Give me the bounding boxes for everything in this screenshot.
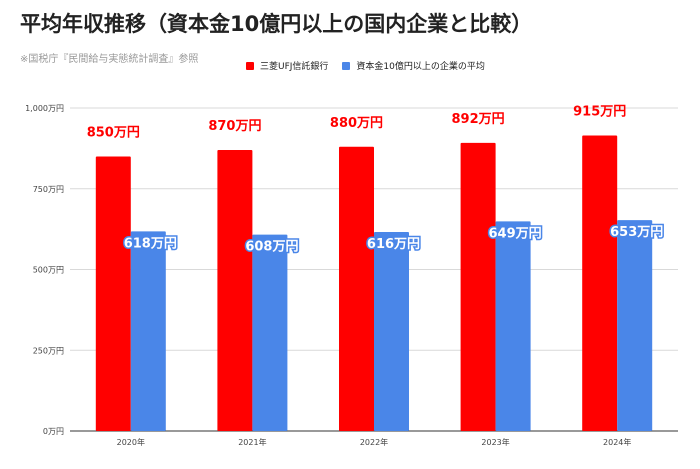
bar-series-2	[374, 232, 409, 431]
x-tick-label: 2023年	[481, 437, 509, 447]
x-tick-label: 2024年	[603, 437, 631, 447]
bar-series-2	[617, 220, 653, 431]
y-tick-label: 250万円	[33, 346, 64, 355]
bar-series-1	[339, 146, 374, 431]
y-tick-label: 500万円	[33, 266, 64, 275]
data-label-series-1: 915万円	[573, 104, 626, 119]
legend-swatch-series-1	[246, 61, 254, 70]
legend-item-series-1: 三菱UFJ信託銀行	[246, 59, 328, 72]
data-label-series-2: 608万円	[245, 240, 298, 255]
legend-label-series-1: 三菱UFJ信託銀行	[260, 62, 329, 72]
chart-title: 平均年収推移（資本金10億円以上の国内企業と比較）	[20, 12, 533, 36]
x-tick-label: 2021年	[238, 437, 266, 447]
data-label-series-2: 616万円	[367, 237, 420, 252]
bar-series-2	[495, 221, 531, 431]
bar-series-2	[252, 234, 288, 431]
data-label-series-2: 618万円	[124, 236, 177, 251]
legend: 三菱UFJ信託銀行 資本金10億円以上の企業の平均	[246, 59, 499, 72]
data-label-series-1: 892万円	[452, 112, 505, 127]
bar-series-1	[217, 149, 253, 432]
x-tick-label: 2020年	[117, 437, 145, 447]
data-label-series-1: 850万円	[87, 125, 140, 140]
x-tick-label: 2022年	[360, 437, 388, 447]
source-note: ※国税庁『民間給与実態統計調査』参照	[20, 54, 199, 65]
bar-series-2	[130, 231, 166, 431]
data-label-series-1: 870万円	[208, 119, 261, 134]
data-label-series-2: 653万円	[610, 225, 663, 240]
bar-series-1	[460, 142, 496, 431]
bar-series-1	[582, 135, 618, 431]
bar-series-1	[95, 156, 131, 431]
y-tick-label: 0万円	[43, 427, 64, 436]
legend-swatch-series-2	[342, 61, 351, 70]
y-tick-label: 750万円	[33, 185, 64, 194]
legend-item-series-2: 資本金10億円以上の企業の平均	[342, 59, 485, 72]
y-tick-label: 1,000万円	[25, 104, 64, 113]
data-label-series-2: 649万円	[489, 226, 542, 241]
data-label-series-1: 880万円	[330, 116, 383, 131]
legend-label-series-2: 資本金10億円以上の企業の平均	[356, 62, 485, 72]
